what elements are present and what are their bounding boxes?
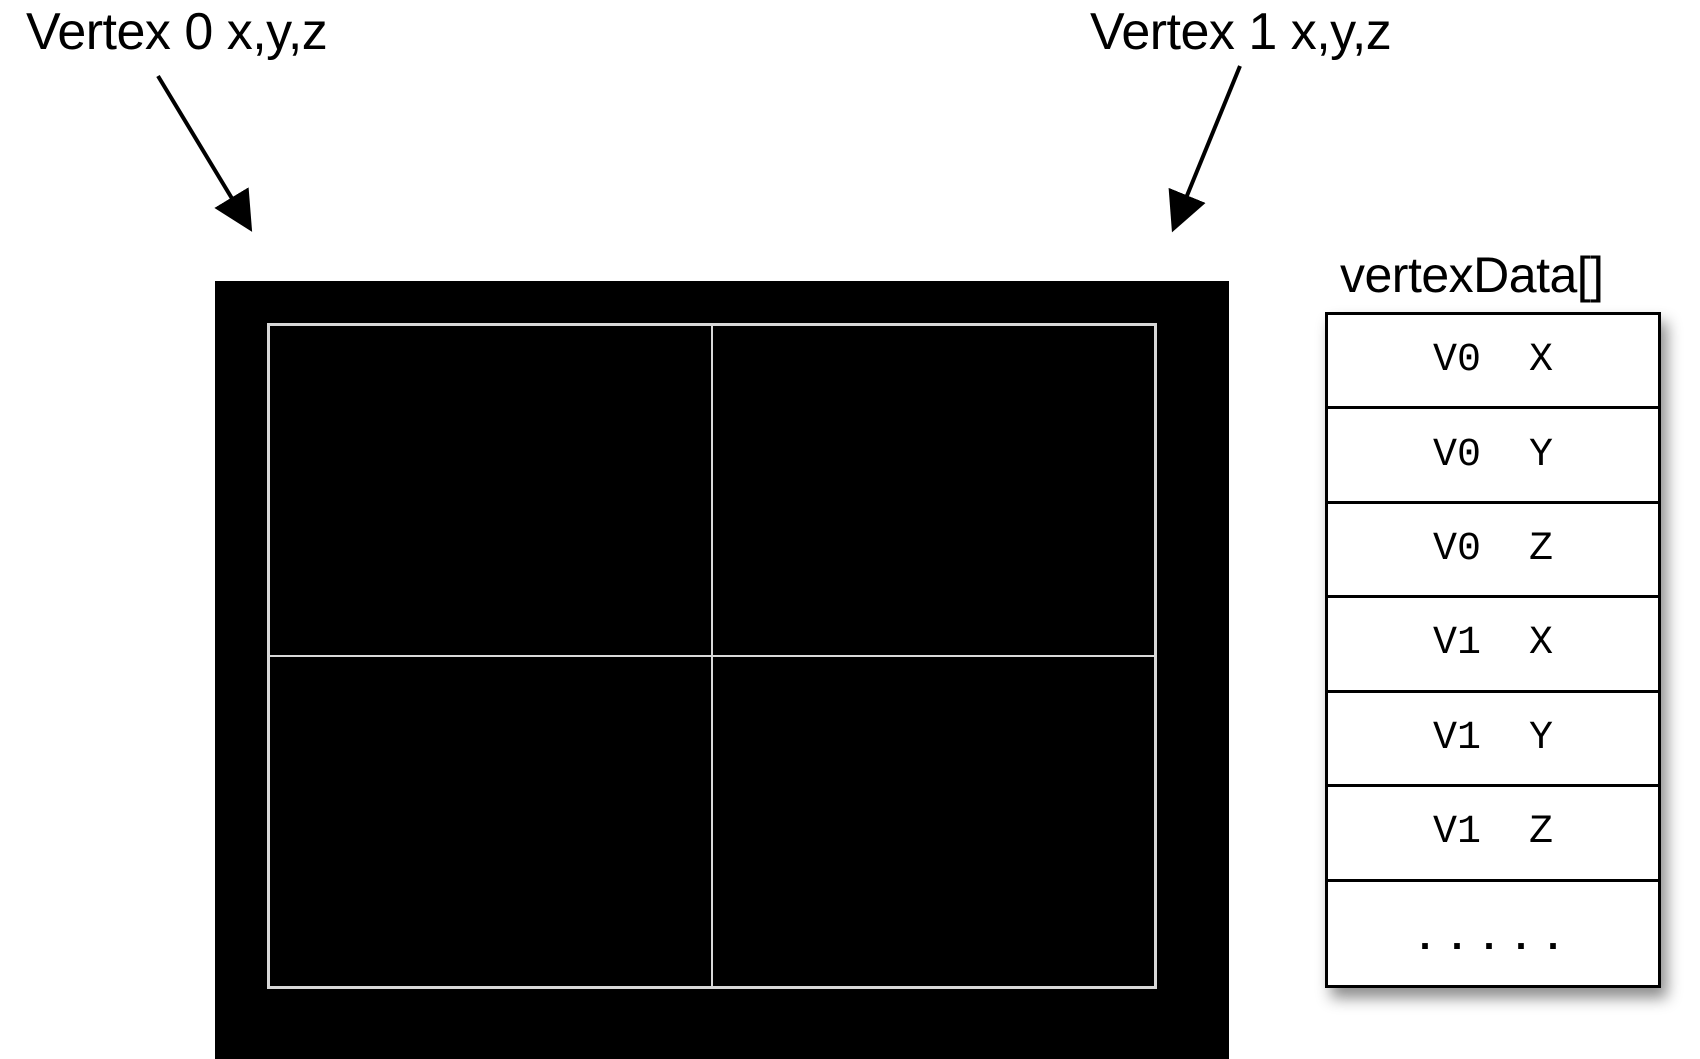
array-slot-v1-x: V1 X [1328,598,1658,693]
grid-cell-top-left [269,325,712,656]
array-slot-v0-x: V0 X [1328,315,1658,410]
array-slot-v1-z: V1 Z [1328,787,1658,882]
grid-cell-top-right [712,325,1155,656]
array-slot-ellipsis: ..... [1412,916,1574,962]
array-slot-v0-y: V0 Y [1328,409,1658,504]
array-slot-v0-z: V0 Z [1328,504,1658,599]
screen-display [215,281,1229,1059]
grid-cell-bottom-left [269,656,712,987]
vertex1-label: Vertex 1 x,y,z [1090,3,1392,61]
vertex-data-array: V0 X V0 Y V0 Z V1 X V1 Y V1 Z ..... [1325,312,1661,988]
grid-cell-bottom-right [712,656,1155,987]
array-slot-v1-y: V1 Y [1328,693,1658,788]
vertex0-label: Vertex 0 x,y,z [26,3,328,61]
vertex0-arrow [156,74,253,232]
vertex1-arrow [1168,65,1242,233]
vertex-grid [267,323,1157,989]
array-title: vertexData[] [1340,247,1604,303]
